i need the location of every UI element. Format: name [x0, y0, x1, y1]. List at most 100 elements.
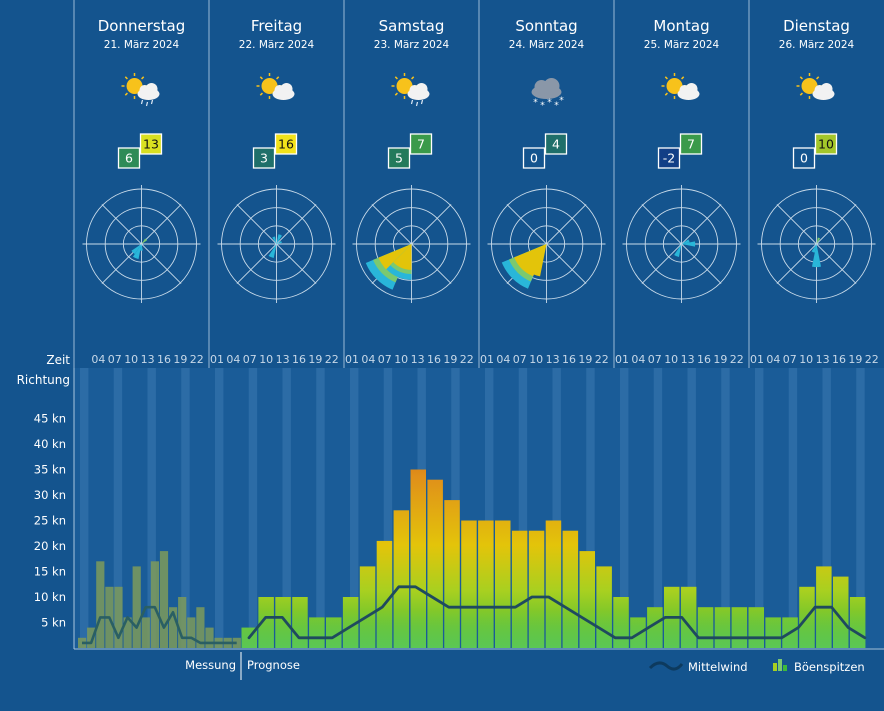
wind-rose [352, 185, 471, 303]
forecast-gust-bar-shade [731, 610, 748, 648]
hour-label: 13 [276, 353, 290, 366]
hour-label: 16 [562, 353, 576, 366]
forecast-gust-bar-shade [765, 617, 781, 648]
time-band [755, 368, 764, 648]
time-band [350, 368, 359, 648]
time-band [215, 368, 224, 648]
hour-label: 01 [210, 353, 224, 366]
time-band [822, 368, 831, 648]
forecast-gust-bar-shade [461, 610, 477, 648]
forecast-gust-bar-shade [444, 610, 460, 648]
forecast-gust-bar-shade [816, 610, 832, 648]
day-date: 25. März 2024 [644, 39, 720, 51]
hour-label: 22 [865, 353, 879, 366]
time-band [80, 368, 89, 648]
hour-label: 10 [799, 353, 813, 366]
day-header: Freitag 22. März 2024 3 16 [239, 17, 315, 169]
time-band [586, 368, 595, 648]
day-headers: Donnerstag 21. März 2024 6 13 Freitag 22. Mär… [98, 17, 855, 169]
day-name: Montag [653, 17, 709, 35]
temp-max: 10 [818, 137, 834, 152]
hour-label: 04 [631, 353, 645, 366]
forecast-gust-bar [410, 469, 426, 648]
rose-petal [681, 239, 690, 244]
day-header: Samstag 23. März 2024 57 [374, 17, 450, 169]
sun-cloud-icon [796, 73, 835, 100]
forecast-mean-line [247, 585, 867, 640]
hour-label: 07 [513, 353, 527, 366]
hour-label: 04 [496, 353, 510, 366]
hour-label: 13 [681, 353, 695, 366]
temp-min-badge [792, 147, 816, 169]
wind-rose [487, 185, 606, 303]
forecast-gust-bar-shade [342, 610, 359, 648]
richtung-label: Richtung [17, 373, 70, 387]
temp-max-badge [139, 133, 163, 155]
forecast-gust-bar [427, 479, 443, 648]
y-tick-label: 30 kn [34, 488, 66, 502]
time-band [181, 368, 190, 648]
mittelwind-legend-label: Mittelwind [688, 660, 748, 674]
day-date: 23. März 2024 [374, 39, 450, 51]
temp-max-badge [814, 133, 838, 155]
measurement-gust-bar [159, 551, 169, 648]
sun-cloud-icon [661, 73, 700, 100]
forecast-gust-bar-shade [410, 610, 426, 648]
temp-min-badge [387, 147, 411, 169]
hour-label: 07 [243, 353, 257, 366]
hour-label: 16 [427, 353, 441, 366]
hour-label: 13 [546, 353, 560, 366]
time-band [113, 368, 123, 648]
sun-cloud-rain-icon [121, 73, 160, 107]
hour-label: 13 [141, 353, 155, 366]
forecast-gust-bar-shade [849, 610, 866, 648]
hour-label: 22 [325, 353, 339, 366]
svg-text:*: * [559, 96, 564, 106]
wind-rose [757, 185, 876, 303]
svg-text:*: * [554, 101, 559, 111]
forecast-gust-bar-shade [680, 610, 697, 648]
measurement-gust-bar [141, 617, 150, 648]
rose-petal [141, 238, 147, 244]
hour-label: 10 [394, 353, 408, 366]
mean-wind-line [82, 585, 867, 645]
temperature-badges: 0 10 [792, 133, 838, 169]
day-name: Dienstag [783, 17, 850, 35]
rose-petal [674, 244, 682, 257]
wind-rose [622, 185, 741, 303]
rose-petal [811, 244, 822, 268]
y-tick-label: 5 kn [41, 616, 66, 630]
forecast-gust-bar-shade [799, 610, 815, 648]
hour-label: 16 [697, 353, 711, 366]
y-tick-label: 45 kn [34, 412, 66, 426]
hour-label: 22 [730, 353, 744, 366]
svg-text:*: * [533, 98, 538, 108]
boenspitzen-legend-icon [773, 659, 787, 671]
hour-label: 04 [226, 353, 240, 366]
rose-petal [131, 244, 142, 255]
hour-label: 10 [664, 353, 678, 366]
hour-label: 13 [816, 353, 830, 366]
hour-label: 19 [848, 353, 862, 366]
forecast-gust-bar-shade [309, 617, 325, 648]
sun-cloud-rain-icon [391, 73, 430, 107]
forecast-gust-bar-shade [596, 610, 612, 648]
forecast-gust-bar-shade [258, 610, 274, 648]
day-header: Montag 25. März 2024 -2 7 [644, 17, 720, 169]
temp-min-badge [117, 147, 141, 169]
messung-label: Messung [185, 658, 236, 672]
measurement-gust-bar [150, 561, 159, 648]
day-date: 21. März 2024 [104, 39, 180, 51]
hour-label: 07 [108, 353, 122, 366]
temp-max-badge [544, 133, 568, 155]
rose-petal [276, 240, 282, 244]
forecast-gust-bar-shade [714, 610, 731, 648]
rose-petal [268, 244, 277, 259]
rose-petal [811, 244, 817, 253]
cloud-snow-icon: * * * * * [531, 78, 564, 111]
temp-max: 16 [278, 137, 294, 152]
forecast-gust-bar-shade [427, 610, 443, 648]
temp-min-badge [657, 147, 681, 169]
y-tick-label: 20 kn [34, 539, 66, 553]
